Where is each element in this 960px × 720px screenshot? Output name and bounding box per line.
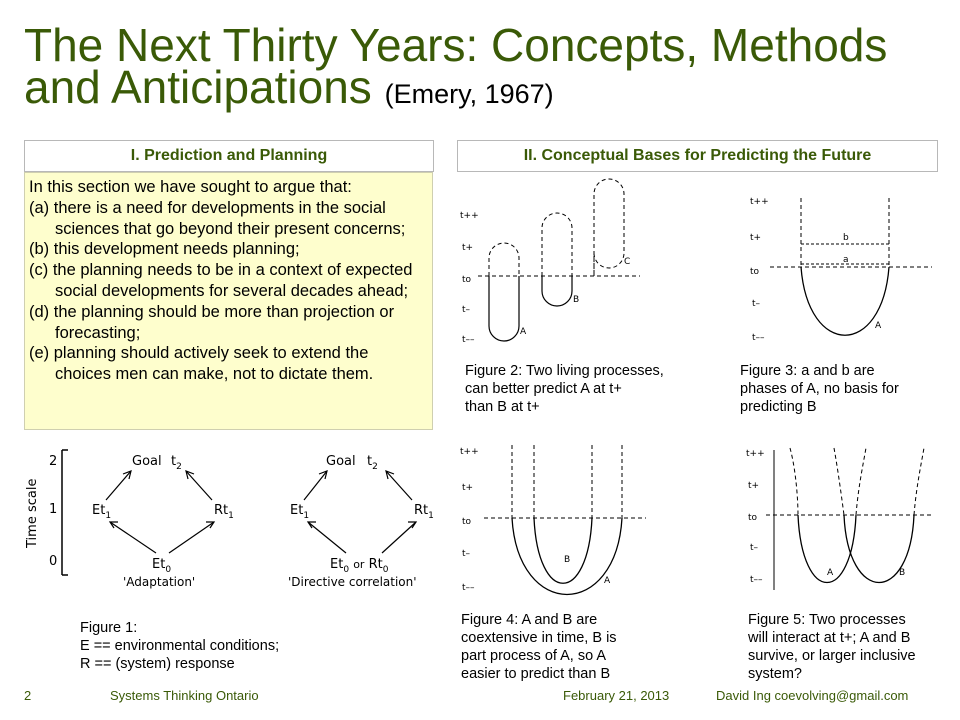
phase-label-a: a [843,255,849,265]
figure-1-caption: Figure 1: E == environmental conditions;… [80,620,280,672]
rt1-label: Rt1 [414,503,434,521]
goal-label: Goal [326,454,356,469]
rt1-label: Rt1 [214,503,234,521]
process-b-curve [533,517,593,584]
curve-label-a: A [875,321,882,331]
section-1-heading-box: I. Prediction and Planning [24,140,434,172]
adaptation-label: 'Adaptation' [123,575,195,589]
figure-3-diagram: t++ t+ to t– t–– b a A [750,197,932,343]
page-number: 2 [24,688,32,703]
directive-correlation-diagram: Goal t2 Et1 Rt1 Et0 or Rt0 'Directive co… [288,454,434,589]
directive-correlation-label: 'Directive correlation' [288,575,417,589]
curve-label-b: B [573,295,579,305]
figure-5-caption: Figure 5: Two processes will interact at… [748,612,916,682]
time-scale-label: Time scale [25,479,40,549]
y-label: to [462,517,472,527]
adaptation-diagram: Goal t2 Et1 Rt1 Et0 'Adaptation' [92,454,234,589]
section-1-list: (a) there is a need for developments in … [29,198,428,385]
curve-label-a: A [827,568,834,578]
process-a-curve [800,266,890,336]
title-citation: (Emery, 1967) [384,79,554,109]
curve-label-c: C [624,257,630,267]
y-label: t++ [746,449,765,459]
process-c-curve [593,178,625,276]
et1-label: Et1 [92,503,111,521]
curve-label-b: B [564,555,570,565]
section-1-heading: I. Prediction and Planning [130,147,328,164]
title-line-1: The Next Thirty Years: Concepts, Methods [24,19,888,71]
y-label: t++ [750,197,769,207]
y-label: t+ [462,243,473,253]
figure-4-diagram: t++ t+ to t– t–– B A [460,445,646,596]
figure-3-caption: Figure 3: a and b are phases of A, no ba… [740,363,899,415]
curve-label-a: A [604,576,611,586]
footer-author: David Ing coevolving@gmail.com [716,688,909,703]
process-b-curve [541,276,573,307]
y-label: t–– [752,333,765,343]
footer-date: February 21, 2013 [563,688,670,703]
y-label: t++ [460,447,479,457]
title-line-2: and Anticipations (Emery, 1967) [24,62,954,119]
tick-label-0: 0 [49,554,57,569]
curve-label-a: A [520,327,527,337]
figure-5-diagram: t++ t+ to t– t–– A B [746,447,932,590]
y-label: to [748,513,758,523]
y-label: t– [462,549,471,559]
section-2-heading: II. Conceptual Bases for Predicting the … [523,147,872,164]
list-item: (e) planning should actively seek to ext… [29,344,374,384]
list-item: (c) the planning needs to be in a contex… [29,261,413,300]
phase-label-b: b [843,233,849,243]
section-1-intro: In this section we have sought to argue … [29,178,352,196]
process-a-curve [488,276,520,342]
y-label: to [462,275,472,285]
figure-2-caption: Figure 2: Two living processes, can bett… [465,363,664,415]
list-item: (d) the planning should be more than pro… [29,302,395,342]
et1-label: Et1 [290,503,309,521]
et0-label: Et0 [152,557,171,575]
y-label: t++ [460,211,479,221]
process-b-curve [843,514,915,584]
list-item: (b) this development needs planning; [29,240,300,259]
y-label: t–– [750,575,763,585]
y-label: t– [752,299,761,309]
slide-title: The Next Thirty Years: Concepts, Methods… [24,20,954,119]
figure-1-diagram: Time scale 2 1 0 Goal t2 Et1 Rt1 Et0 'Ad… [25,449,434,589]
tick-label-1: 1 [49,502,57,517]
y-label: t+ [462,483,473,493]
process-a-curve [797,514,857,584]
process-a-curve [511,517,623,596]
figure-4-caption: Figure 4: A and B are coextensive in tim… [461,612,617,682]
t2-label: t2 [171,454,182,472]
y-label: t– [750,543,759,553]
tick-label-2: 2 [49,454,57,469]
goal-label: Goal [132,454,162,469]
et0-or-rt0-label: Et0 or Rt0 [330,557,389,575]
figure-2-diagram: t++ t+ to t– t–– A B C [460,178,640,345]
t2-label: t2 [367,454,378,472]
section-2-heading-box: II. Conceptual Bases for Predicting the … [457,140,938,172]
list-item: (a) there is a need for developments in … [29,198,406,238]
footer-organization: Systems Thinking Ontario [110,688,259,703]
curve-label-b: B [899,568,905,578]
y-label: t–– [462,335,475,345]
title-line-2-text: and Anticipations [24,61,372,113]
y-label: t– [462,305,471,315]
y-label: t+ [750,233,761,243]
y-label: t+ [748,481,759,491]
y-label: to [750,267,760,277]
prediction-planning-text-box: In this section we have sought to argue … [24,172,433,430]
y-label: t–– [462,583,475,593]
